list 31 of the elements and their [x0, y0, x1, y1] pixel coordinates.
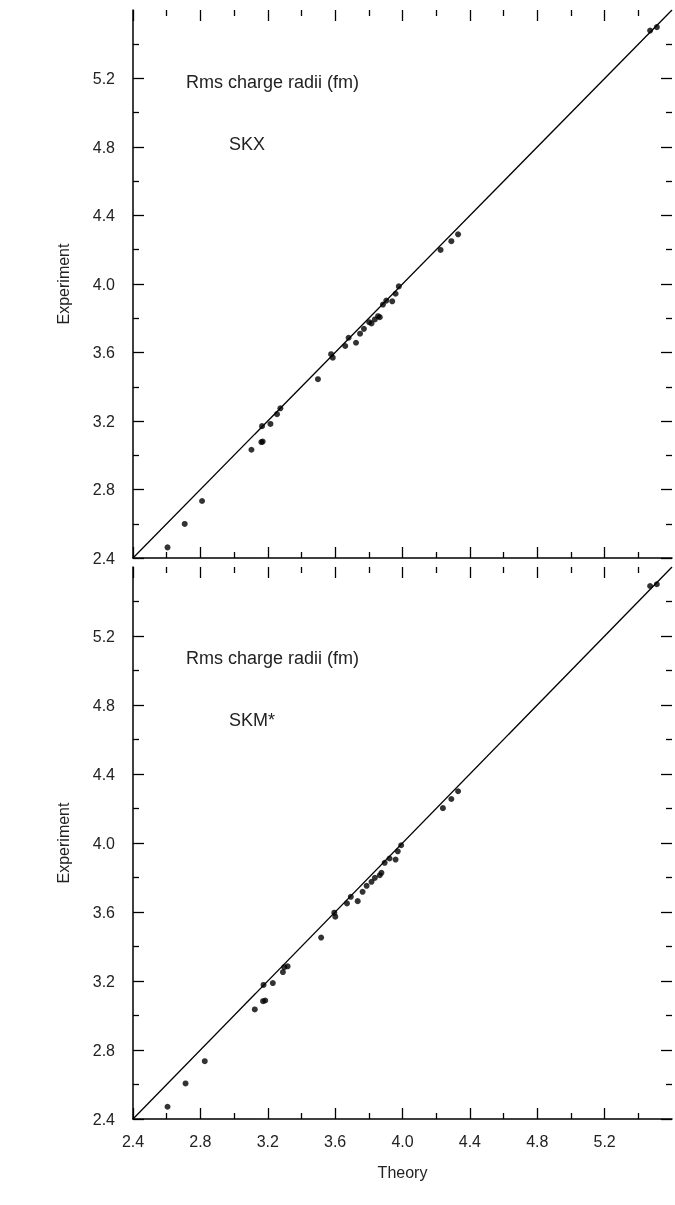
y-axis-title: Experiment [54, 242, 72, 325]
y-tick-label: 3.6 [92, 903, 116, 921]
y-tick-label: 5.2 [92, 70, 116, 87]
x-axis-title: Theory [377, 1163, 428, 1181]
y-tick-label: 2.4 [92, 549, 116, 567]
y-tick-label: 4.0 [92, 275, 116, 293]
y-tick-label: 5.2 [92, 627, 116, 645]
y-tick-label: 2.8 [92, 1041, 116, 1059]
annotation: Rms charge radii (fm) [186, 648, 360, 668]
annotation: Rms charge radii (fm) [186, 72, 360, 92]
y-tick-label: 2.8 [92, 481, 116, 498]
y-tick-label: 3.2 [92, 412, 116, 430]
annotation: SKX [229, 134, 266, 154]
y-tick-label: 2.4 [92, 1110, 116, 1128]
x-tick-label: 5.2 [593, 1132, 616, 1150]
y-axis-title: Experiment [54, 801, 72, 884]
y-tick-label: 3.2 [92, 972, 116, 990]
y-tick-label: 3.6 [92, 344, 116, 361]
annotation: SKM* [229, 710, 276, 730]
x-tick-label: 2.4 [121, 1132, 145, 1150]
x-tick-label: 4.8 [526, 1132, 549, 1150]
x-tick-label: 3.6 [324, 1132, 347, 1150]
y-tick-label: 4.4 [92, 207, 116, 224]
x-tick-label: 4.0 [391, 1132, 414, 1150]
x-tick-label: 2.8 [189, 1132, 212, 1150]
y-tick-label: 4.8 [92, 696, 116, 714]
y-tick-label: 4.0 [92, 834, 116, 852]
x-tick-label: 3.2 [256, 1132, 279, 1150]
x-tick-label: 4.4 [458, 1132, 482, 1150]
y-tick-label: 4.4 [92, 765, 116, 783]
y-tick-label: 4.8 [92, 138, 116, 156]
